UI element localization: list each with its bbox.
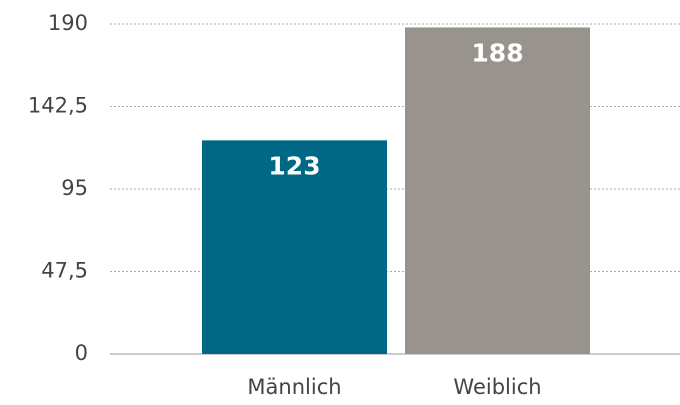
x-tick-label: Weiblich [453,375,541,399]
bar [202,140,387,354]
value-label: 188 [471,38,523,67]
bar [405,27,590,354]
y-tick-label: 190 [48,11,88,35]
y-tick-label: 0 [75,341,88,365]
y-tick-label: 47,5 [41,259,88,283]
y-tick-label: 95 [61,176,88,200]
x-tick-label: Männlich [247,375,341,399]
y-tick-label: 142,5 [28,94,88,118]
value-label: 123 [268,151,320,180]
